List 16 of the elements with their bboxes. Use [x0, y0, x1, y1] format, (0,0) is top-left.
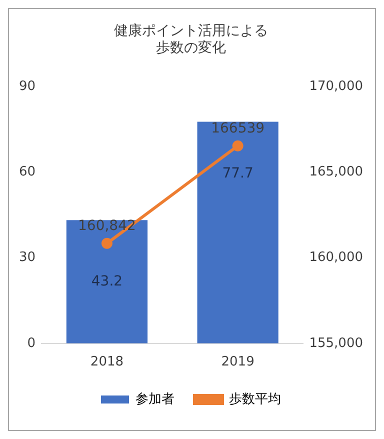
x-tick-label: 2018: [90, 354, 124, 370]
data-label: 166539: [211, 120, 265, 136]
data-label: 77.7: [222, 165, 254, 182]
chart-title: 健康ポイント活用による歩数の変化: [114, 23, 268, 56]
y-tick-label: 60: [18, 164, 36, 180]
y2-tick-label: 160,000: [309, 250, 364, 266]
y-tick-label: 90: [18, 78, 36, 94]
y2-tick-label: 165,000: [309, 164, 364, 180]
y-tick-label: 0: [27, 336, 36, 351]
y2-tick-label: 170,000: [309, 78, 364, 94]
legend-label: 歩数平均: [229, 392, 281, 407]
x-tick-label: 2019: [221, 354, 254, 370]
y2-tick-label: 155,000: [309, 336, 364, 351]
legend-label: 参加者: [136, 392, 174, 407]
y-tick-label: 30: [18, 250, 36, 266]
data-label: 43.2: [91, 273, 123, 290]
